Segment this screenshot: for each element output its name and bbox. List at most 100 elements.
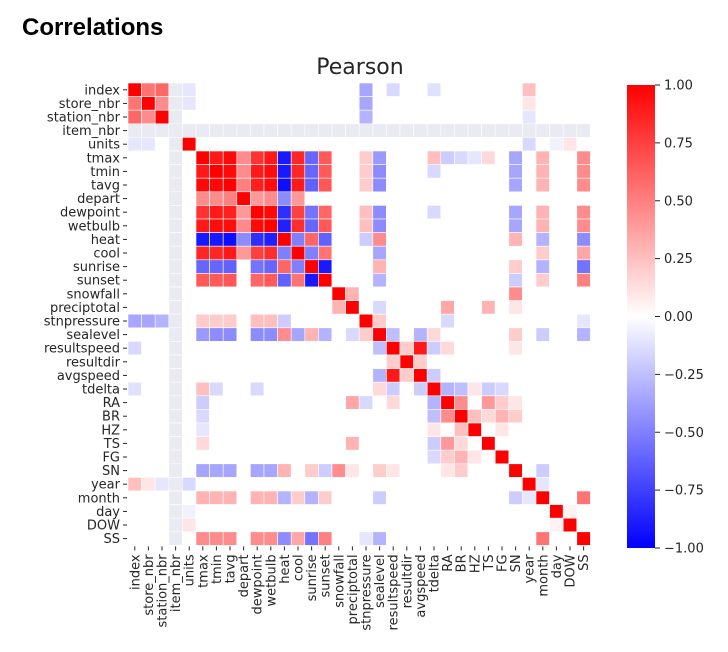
heatmap-cell-tmax-tavg [222,150,238,165]
heatmap-cell-TS-sunset [318,436,333,451]
heatmap-cell-preciptotal-index [127,300,142,315]
heatmap-cell-TS-sealevel [372,436,387,451]
heatmap-cell-resultspeed-station_nbr [154,341,170,356]
heatmap-cell-HZ-sunrise [304,422,319,437]
heatmap-cell-heat-SS [576,232,591,247]
heatmap-cell-units-store_nbr [141,137,156,152]
heatmap-cell-sealevel-index [127,327,142,342]
heatmap-cell-SS-item_nbr [168,531,183,546]
heatmap-cell-sealevel-month [535,327,550,342]
heatmap-cell-tmin-item_nbr [168,164,183,179]
heatmap-cell-month-month [535,490,550,505]
heatmap-cell-stnpressure-index [127,313,142,329]
heatmap-cell-sealevel-stnpressure [358,327,374,342]
heatmap-cell-RA-index [127,395,142,410]
heatmap-cell-tdelta-snowfall [331,381,346,397]
heatmap-cell-RA-tmin [209,395,224,410]
heatmap-cell-stnpressure-HZ [467,313,482,329]
heatmap-cell-avgspeed-SN [508,368,523,383]
heatmap-cell-snowfall-SN [508,286,523,301]
heatmap-cell-wetbulb-TS [481,218,496,233]
heatmap-cell-dewpoint-TS [481,205,496,220]
heatmap-cell-RA-depart [236,395,251,410]
heatmap-cell-preciptotal-SS [576,300,591,315]
heatmap-cell-wetbulb-heat [277,218,292,233]
heatmap-cell-station_nbr-sunset [318,109,333,125]
heatmap-cell-tdelta-item_nbr [168,381,183,397]
heatmap-cell-FG-tmin [209,449,224,465]
heatmap-cell-dewpoint-preciptotal [345,205,360,220]
heatmap-cell-SS-RA [440,531,455,546]
heatmap-cell-sealevel-store_nbr [141,327,156,342]
heatmap-cell-BR-sunset [318,409,333,424]
heatmap-cell-preciptotal-cool [290,300,306,315]
heatmap-cell-resultdir-tmax [195,354,210,369]
heatmap-cell-SS-tdelta [426,531,442,546]
heatmap-cell-BR-stnpressure [358,409,374,424]
y-tick-label-cool: cool [93,247,120,262]
heatmap-cell-tdelta-units [182,381,197,397]
heatmap-cell-station_nbr-station_nbr [154,109,170,125]
heatmap-cell-snowfall-month [535,286,550,301]
heatmap-cell-day-HZ [467,504,482,519]
heatmap-cell-stnpressure-SS [576,313,591,329]
heatmap-cell-FG-station_nbr [154,449,170,465]
heatmap-cell-stnpressure-day [549,313,564,329]
colorbar-tick-label: −1.00 [664,542,704,557]
heatmap-cell-sealevel-day [549,327,564,342]
heatmap-cell-preciptotal-tavg [222,300,238,315]
heatmap-cell-RA-wetbulb [263,395,278,410]
heatmap-cell-units-year [522,137,537,152]
heatmap-cell-resultspeed-resultdir [399,341,414,356]
heatmap-cell-store_nbr-resultdir [399,96,414,111]
heatmap-cell-cool-SS [576,245,591,261]
heatmap-cell-item_nbr-tmax [195,123,210,138]
heatmap-cell-HZ-units [182,422,197,437]
heatmap-cell-SS-FG [494,531,510,546]
heatmap-cell-TS-preciptotal [345,436,360,451]
heatmap-cell-item_nbr-tdelta [426,123,442,138]
heatmap-cell-cool-year [522,245,537,261]
heatmap-cell-cool-snowfall [331,245,346,261]
heatmap-cell-preciptotal-snowfall [331,300,346,315]
heatmap-cell-heat-FG [494,232,510,247]
heatmap-cell-stnpressure-heat [277,313,292,329]
heatmap-cell-resultdir-cool [290,354,306,369]
heatmap-cell-index-month [535,82,550,97]
heatmap-cell-TS-wetbulb [263,436,278,451]
heatmap-cell-DOW-resultspeed [386,517,401,533]
heatmap-cell-resultspeed-resultspeed [386,341,401,356]
heatmap-cell-units-item_nbr [168,137,183,152]
heatmap-cell-resultdir-units [182,354,197,369]
heatmap-cell-HZ-year [522,422,537,437]
heatmap-cell-snowfall-heat [277,286,292,301]
heatmap-cell-resultspeed-heat [277,341,292,356]
heatmap-cell-stnpressure-year [522,313,537,329]
heatmap-cell-tmax-sealevel [372,150,387,165]
heatmap-cell-month-preciptotal [345,490,360,505]
heatmap-cell-avgspeed-day [549,368,564,383]
heatmap-cell-avgspeed-wetbulb [263,368,278,383]
heatmap-cell-units-sunset [318,137,333,152]
heatmap-cell-item_nbr-tmin [209,123,224,138]
colorbar-gradient [627,85,655,548]
heatmap-cell-tavg-year [522,177,537,193]
heatmap-cells [127,82,591,546]
heatmap-cell-DOW-item_nbr [168,517,183,533]
heatmap-cell-avgspeed-tdelta [426,368,442,383]
heatmap-cell-store_nbr-FG [494,96,510,111]
heatmap-cell-TS-tmax [195,436,210,451]
heatmap-cell-month-resultspeed [386,490,401,505]
heatmap-cell-stnpressure-tmin [209,313,224,329]
section-title: Correlations [22,14,164,41]
heatmap-cell-TS-resultspeed [386,436,401,451]
heatmap-cell-units-tmin [209,137,224,152]
x-tick-label-FG: FG [496,554,511,572]
heatmap-cell-TS-store_nbr [141,436,156,451]
heatmap-cell-resultspeed-tdelta [426,341,442,356]
heatmap-cell-resultspeed-TS [481,341,496,356]
y-tick-labels: indexstore_nbrstation_nbritem_nbrunitstm… [44,83,127,547]
heatmap-cell-sunrise-HZ [467,259,482,274]
heatmap-cell-sunset-BR [454,273,469,288]
heatmap-cell-depart-month [535,191,550,206]
